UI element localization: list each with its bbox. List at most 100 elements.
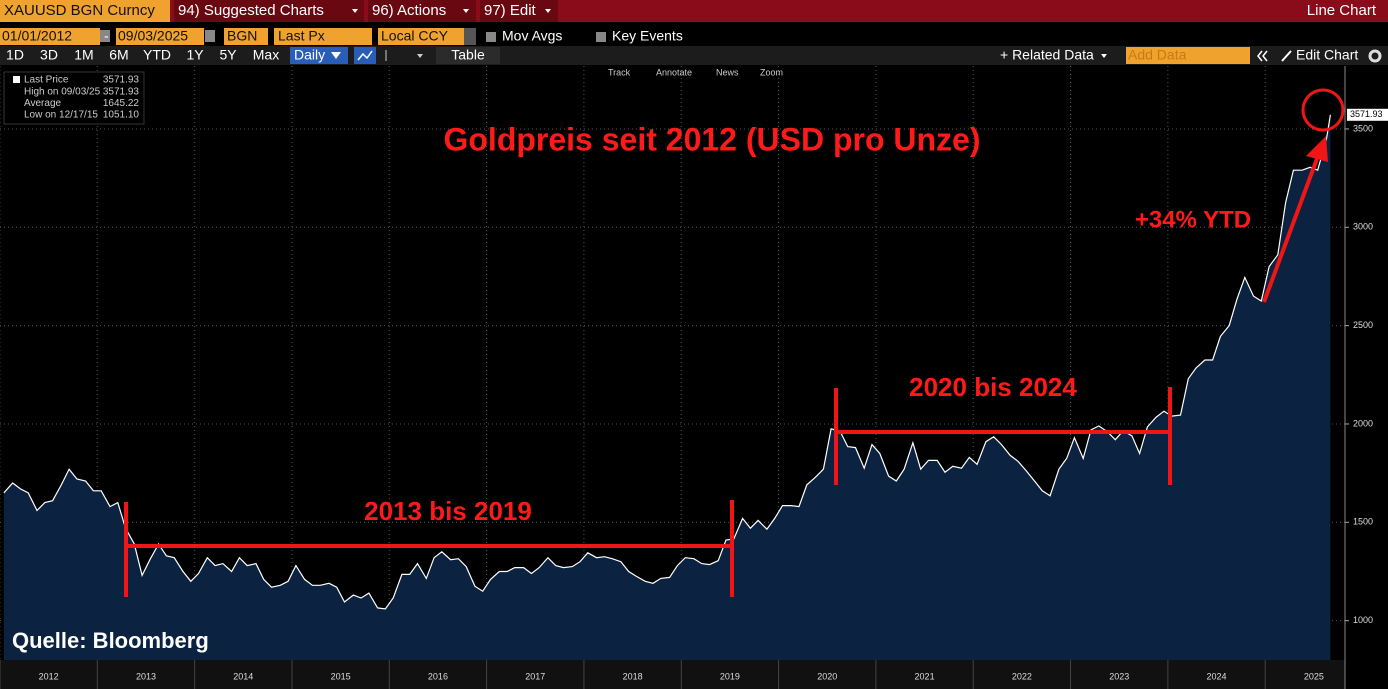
x-tick-label: 2023 xyxy=(1109,671,1129,681)
chart-tool[interactable]: Zoom xyxy=(760,67,783,77)
highlight-circle xyxy=(1301,88,1345,132)
legend-value: 1645.22 xyxy=(103,98,140,109)
last-price-label: 3571.93 xyxy=(1350,109,1383,119)
legend-label: Low on 12/17/15 xyxy=(24,110,98,121)
x-tick-label: 2014 xyxy=(233,671,253,681)
source-note: Quelle: Bloomberg xyxy=(12,628,209,653)
chart-tool[interactable]: Track xyxy=(608,67,631,77)
chart-tool[interactable]: Annotate xyxy=(656,67,692,77)
calendar-icon[interactable] xyxy=(205,30,215,42)
legend-value: 3571.93 xyxy=(103,75,140,86)
source-field[interactable] xyxy=(224,28,268,45)
period-button[interactable]: 1D xyxy=(6,47,24,63)
caret xyxy=(352,9,358,13)
currency[interactable]: Local CCY xyxy=(381,28,449,44)
currency-box[interactable] xyxy=(378,28,464,45)
price-line xyxy=(3,114,1331,610)
checkbox[interactable] xyxy=(486,32,496,42)
ticker-box[interactable] xyxy=(0,0,170,22)
legend-value: 1051.10 xyxy=(103,110,140,121)
period-button[interactable]: 1Y xyxy=(186,47,204,63)
x-tick-label: 2025 xyxy=(1304,671,1324,681)
y-tick-label: 2000 xyxy=(1353,418,1373,428)
y-tick-label: 1500 xyxy=(1353,517,1373,527)
table[interactable]: Table xyxy=(451,47,485,63)
date-field[interactable] xyxy=(116,28,204,45)
key-events[interactable]: Key Events xyxy=(612,28,683,44)
annotation-shapes xyxy=(124,88,1345,597)
x-tick-label: 2016 xyxy=(428,671,448,681)
last-price-tag xyxy=(1347,108,1388,121)
menu[interactable]: 97) Edit xyxy=(484,2,537,19)
arrow-head xyxy=(1306,136,1328,162)
y-tick-label: 2500 xyxy=(1353,320,1373,330)
settings-icon[interactable] xyxy=(1368,49,1382,63)
x-tick-label: 2021 xyxy=(915,671,935,681)
menu-bg[interactable] xyxy=(368,0,476,22)
period-button[interactable]: Max xyxy=(253,47,279,63)
chart-type: Line Chart xyxy=(1307,2,1377,19)
legend-label: High on 09/03/25 xyxy=(24,87,101,98)
source[interactable]: BGN xyxy=(227,28,257,44)
y-tick-label: 1000 xyxy=(1353,615,1373,625)
annotation: 2013 bis 2019 xyxy=(364,496,532,526)
period-button[interactable]: 3D xyxy=(40,47,58,63)
menu-bg[interactable] xyxy=(174,0,364,22)
collapse-icon[interactable] xyxy=(1262,50,1268,62)
chart-title: Goldpreis seit 2012 (USD pro Unze) xyxy=(443,121,980,157)
field-box[interactable] xyxy=(274,28,372,45)
menu[interactable]: 94) Suggested Charts xyxy=(178,2,324,19)
x-tick-label: 2022 xyxy=(1012,671,1032,681)
x-tick-label: 2019 xyxy=(720,671,740,681)
y-tick-label: 3500 xyxy=(1353,123,1373,133)
dash: - xyxy=(104,28,109,44)
pencil-icon xyxy=(1281,50,1292,62)
calendar-icon[interactable] xyxy=(100,30,110,42)
legend-box xyxy=(3,71,145,125)
line-icon-glyph xyxy=(357,50,373,61)
add-data[interactable]: Add Data xyxy=(1128,47,1187,63)
annotation: +34% YTD xyxy=(1135,206,1251,233)
legend-label: Average xyxy=(24,98,62,109)
area xyxy=(3,114,1331,661)
x-axis-band xyxy=(0,660,1345,689)
start-date[interactable]: 01/01/2012 xyxy=(2,28,72,44)
end-date[interactable]: 09/03/2025 xyxy=(118,28,188,44)
collapse-icon[interactable] xyxy=(1257,50,1263,62)
dropdown[interactable] xyxy=(464,28,476,45)
arrow-shaft xyxy=(1262,155,1320,303)
x-tick-label: 2018 xyxy=(623,671,643,681)
period-button[interactable]: 6M xyxy=(109,47,128,63)
annotation: 2020 bis 2024 xyxy=(909,372,1077,402)
y-axis-band xyxy=(1345,66,1388,689)
legend-label: Last Price xyxy=(24,75,69,86)
chart-tool[interactable]: News xyxy=(716,67,739,77)
date-field[interactable] xyxy=(0,28,100,45)
caret xyxy=(417,54,423,58)
edit-chart[interactable]: Edit Chart xyxy=(1296,47,1358,63)
ticker[interactable]: XAUUSD BGN Curncy xyxy=(4,2,155,19)
x-tick-label: 2013 xyxy=(136,671,156,681)
x-tick-label: 2024 xyxy=(1207,671,1227,681)
menu[interactable]: 96) Actions xyxy=(372,2,446,19)
legend-value: 3571.93 xyxy=(103,87,140,98)
period-button[interactable]: YTD xyxy=(143,47,171,63)
legend-swatch xyxy=(13,76,20,83)
checkbox[interactable] xyxy=(596,32,606,42)
field[interactable]: Last Px xyxy=(278,28,325,44)
period-button[interactable]: 1M xyxy=(74,47,93,63)
related-data[interactable]: + Related Data xyxy=(1000,47,1094,63)
mov-avgs[interactable]: Mov Avgs xyxy=(502,28,562,44)
frequency[interactable]: Daily xyxy=(294,47,325,63)
period-button[interactable]: 5Y xyxy=(219,47,237,63)
caret xyxy=(1101,54,1107,58)
table-button[interactable] xyxy=(436,47,500,64)
caret xyxy=(463,9,469,13)
x-tick-label: 2020 xyxy=(817,671,837,681)
frequency-box[interactable] xyxy=(290,47,348,64)
menu-bg[interactable] xyxy=(480,0,558,22)
add-data-box[interactable] xyxy=(1126,47,1250,64)
x-tick-label: 2017 xyxy=(525,671,545,681)
caret xyxy=(331,52,341,59)
